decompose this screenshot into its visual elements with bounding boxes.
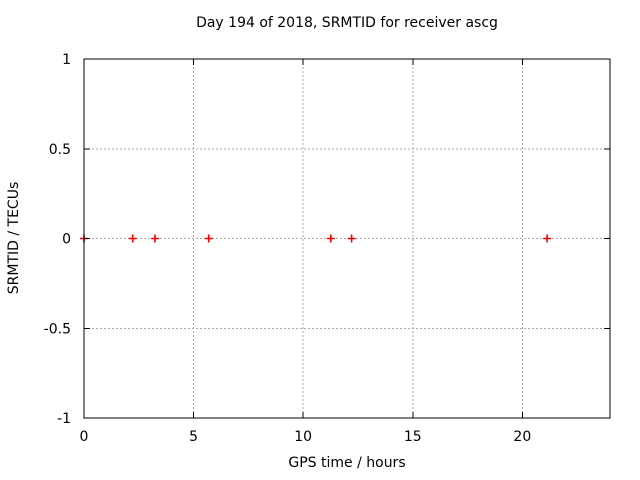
- x-tick-label: 5: [189, 429, 198, 445]
- x-tick-label: 10: [294, 429, 312, 445]
- y-axis-label: SRMTID / TECUs: [6, 182, 22, 295]
- y-tick-label: -0.5: [44, 321, 71, 337]
- x-tick-label: 15: [404, 429, 422, 445]
- data-point-marker: [151, 234, 160, 243]
- y-tick-label: 1: [62, 52, 71, 68]
- y-tick-label: 0.5: [49, 142, 71, 158]
- y-tick-label: -1: [57, 411, 71, 427]
- data-point-marker: [543, 234, 552, 243]
- data-point-marker: [204, 234, 213, 243]
- x-tick-label: 20: [513, 429, 531, 445]
- data-point-marker: [326, 234, 335, 243]
- plot-area: 0 5 10 15 20 -1 -0.5 0 0.5 1: [44, 52, 611, 445]
- x-tick-label: 0: [80, 429, 89, 445]
- y-tick-label: 0: [62, 232, 71, 248]
- data-point-marker: [347, 234, 356, 243]
- plot-border: [83, 58, 611, 419]
- x-axis-label: GPS time / hours: [288, 455, 405, 471]
- chart-title: Day 194 of 2018, SRMTID for receiver asc…: [196, 15, 498, 31]
- data-point-marker: [128, 234, 137, 243]
